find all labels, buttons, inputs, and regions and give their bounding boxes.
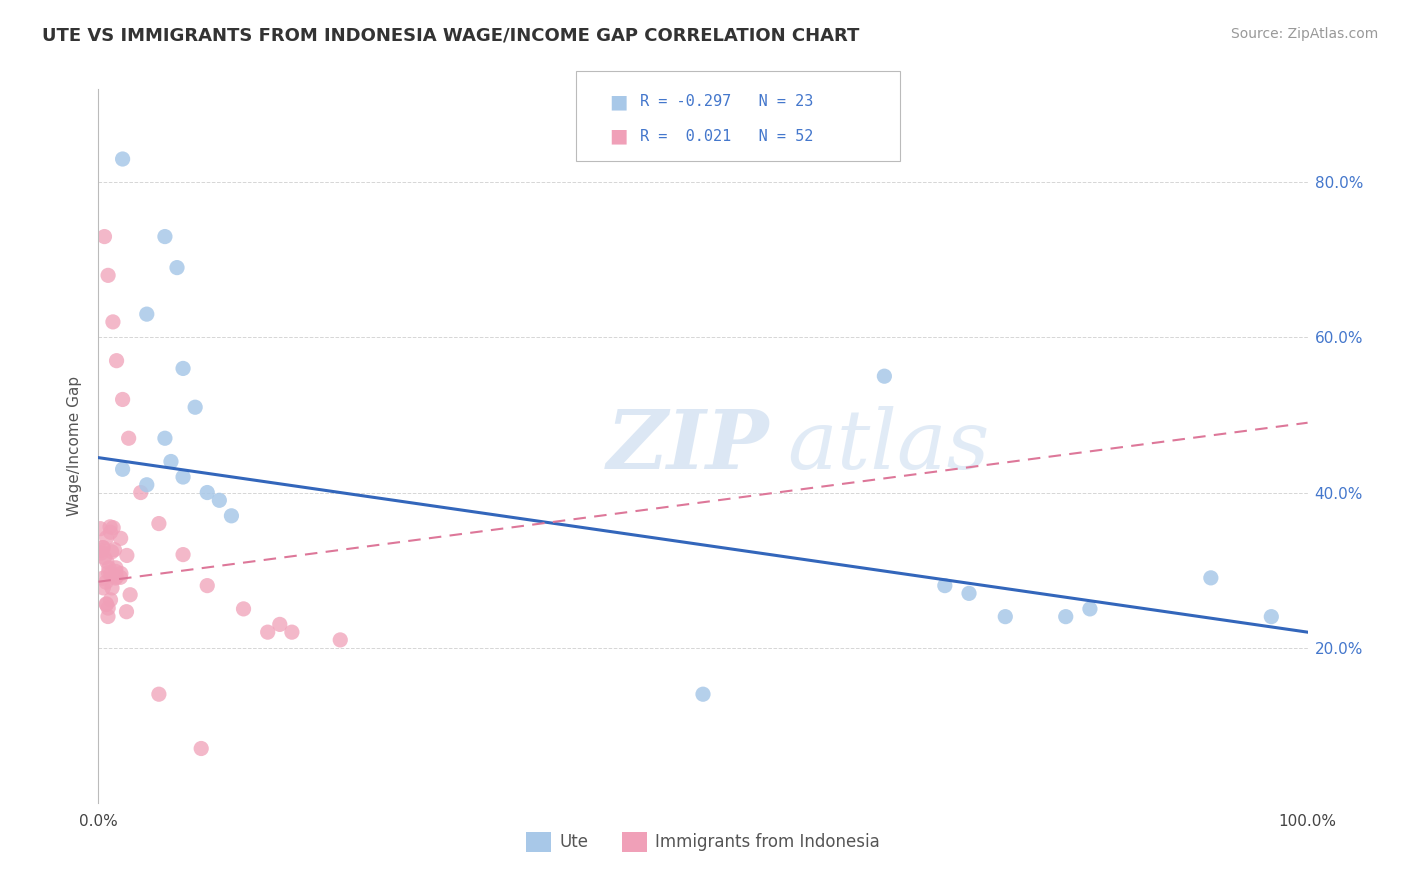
Text: R = -0.297   N = 23: R = -0.297 N = 23: [640, 94, 813, 109]
Point: [166, 260, 188, 275]
Point: [111, 392, 134, 407]
Text: ZIP: ZIP: [606, 406, 769, 486]
Point: [100, 566, 122, 581]
Point: [105, 570, 128, 584]
Point: [135, 477, 157, 491]
Point: [91, 541, 114, 555]
Point: [103, 542, 125, 557]
Point: [111, 152, 134, 166]
Point: [89, 522, 111, 536]
Point: [105, 353, 128, 368]
Point: [91, 581, 114, 595]
Legend: Ute, Immigrants from Indonesia: Ute, Immigrants from Indonesia: [519, 825, 887, 859]
Text: R =  0.021   N = 52: R = 0.021 N = 52: [640, 128, 813, 144]
Point: [97, 566, 120, 580]
Point: [96, 554, 118, 568]
Text: atlas: atlas: [787, 406, 990, 486]
Point: [957, 586, 980, 600]
Point: [221, 508, 243, 523]
Point: [153, 431, 176, 445]
Point: [934, 579, 956, 593]
Point: [1078, 602, 1101, 616]
Point: [104, 571, 127, 585]
Point: [110, 566, 132, 581]
Text: UTE VS IMMIGRANTS FROM INDONESIA WAGE/INCOME GAP CORRELATION CHART: UTE VS IMMIGRANTS FROM INDONESIA WAGE/IN…: [42, 27, 859, 45]
Point: [208, 493, 231, 508]
Point: [184, 401, 207, 415]
Point: [256, 625, 278, 640]
Text: ■: ■: [609, 92, 627, 111]
Point: [195, 485, 218, 500]
Point: [1199, 571, 1222, 585]
Point: [96, 598, 118, 612]
Point: [190, 741, 212, 756]
Point: [93, 550, 115, 565]
Point: [100, 545, 122, 559]
Point: [1260, 609, 1282, 624]
Point: [994, 609, 1017, 624]
Point: [97, 561, 120, 575]
Point: [172, 361, 194, 376]
Point: [96, 531, 118, 545]
Point: [94, 575, 117, 590]
Point: [110, 531, 132, 545]
Point: [269, 617, 291, 632]
Point: [97, 609, 120, 624]
Point: [118, 431, 141, 445]
Point: [129, 485, 152, 500]
Point: [115, 605, 138, 619]
Point: [281, 625, 304, 640]
Point: [100, 592, 122, 607]
Point: [160, 454, 183, 468]
Point: [148, 516, 170, 531]
Point: [172, 548, 194, 562]
Point: [148, 687, 170, 701]
Point: [101, 521, 124, 535]
Point: [232, 602, 254, 616]
Point: [111, 462, 134, 476]
Text: ■: ■: [609, 127, 627, 145]
Point: [91, 571, 114, 585]
Point: [104, 561, 127, 575]
Point: [91, 541, 114, 555]
Point: [93, 229, 115, 244]
Point: [89, 543, 111, 558]
Point: [100, 525, 122, 540]
Point: [97, 601, 120, 615]
Point: [172, 470, 194, 484]
Point: [90, 546, 112, 560]
Point: [195, 579, 218, 593]
Text: Source: ZipAtlas.com: Source: ZipAtlas.com: [1230, 27, 1378, 41]
Point: [153, 229, 176, 244]
Point: [120, 588, 142, 602]
Point: [101, 315, 124, 329]
Point: [101, 581, 124, 595]
Point: [110, 570, 132, 584]
Point: [98, 520, 121, 534]
Point: [1054, 609, 1077, 624]
Point: [692, 687, 714, 701]
Point: [135, 307, 157, 321]
Point: [329, 632, 352, 647]
Point: [96, 597, 118, 611]
Point: [97, 268, 120, 283]
Y-axis label: Wage/Income Gap: Wage/Income Gap: [67, 376, 83, 516]
Point: [873, 369, 896, 384]
Point: [115, 549, 138, 563]
Point: [104, 565, 127, 579]
